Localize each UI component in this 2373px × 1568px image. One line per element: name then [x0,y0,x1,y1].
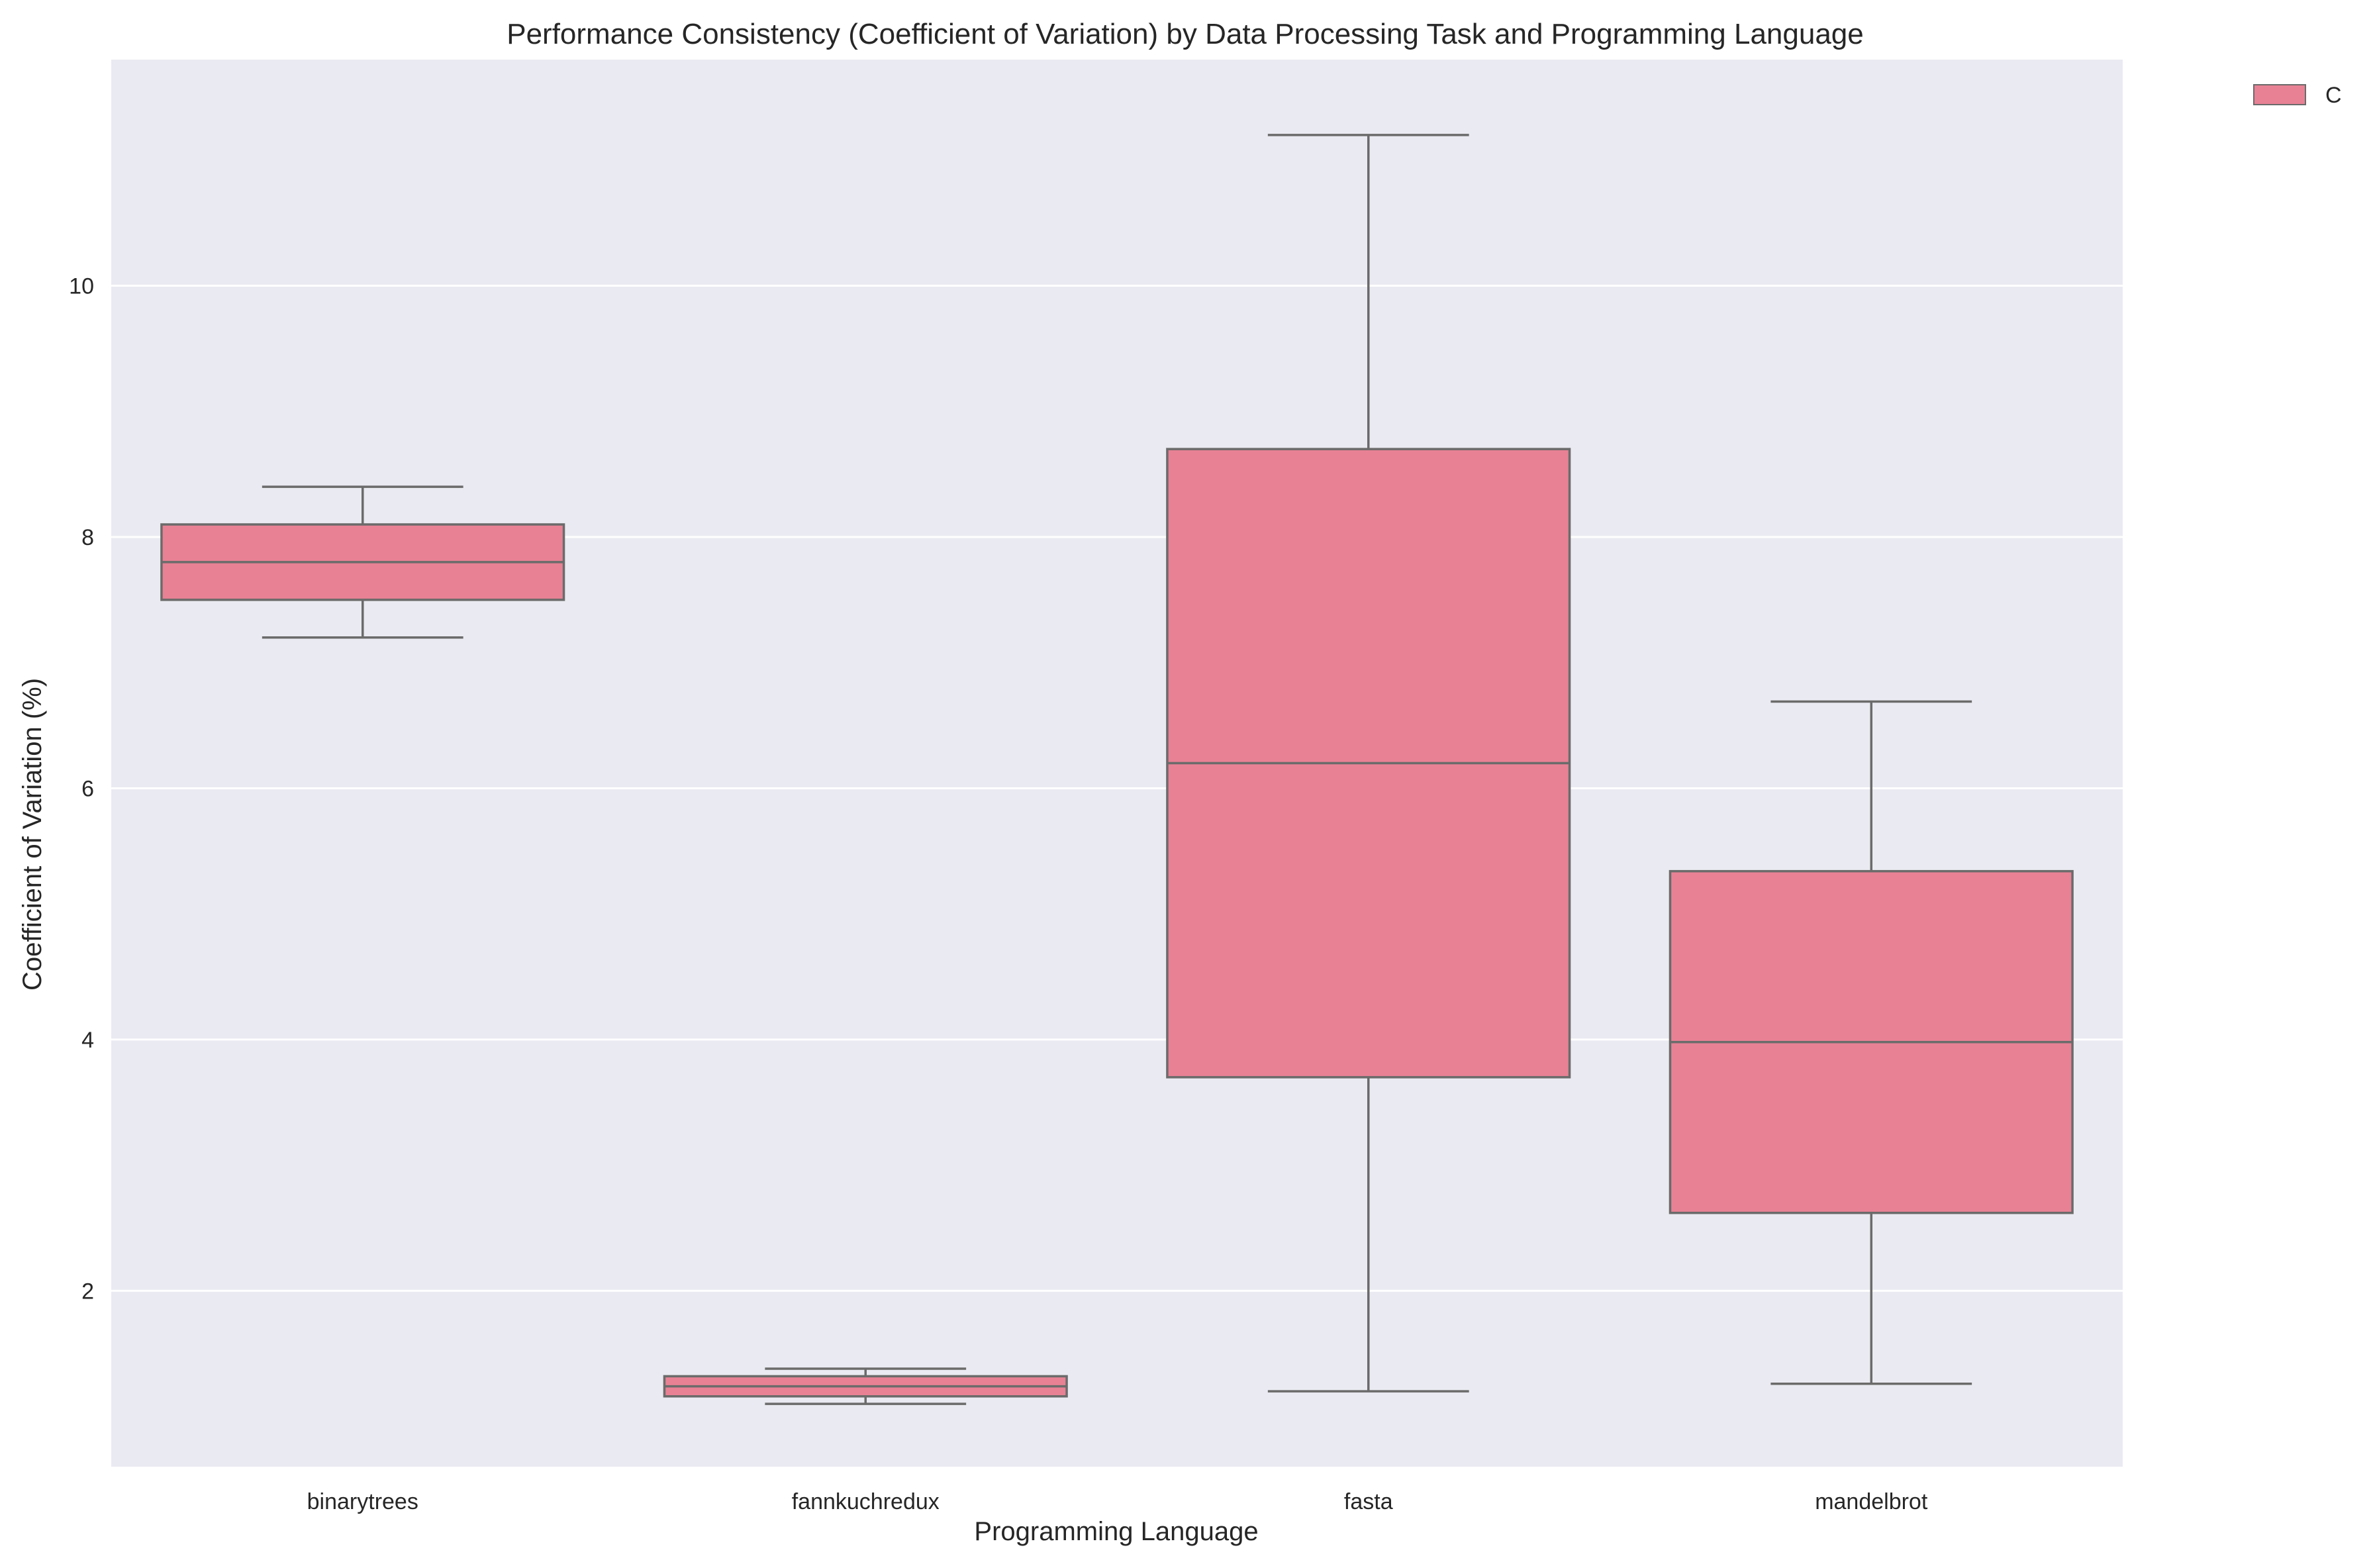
box-series [160,134,2074,1405]
x-tick-label: mandelbrot [1815,1489,1928,1514]
y-tick-label: 8 [81,525,94,550]
box-mandelbrot [1669,700,2074,1385]
box-fannkuchredux [663,1367,1068,1405]
legend-swatch [2253,84,2306,105]
y-tick-label: 6 [81,776,94,801]
box-binarytrees [160,485,565,639]
legend-label: C [2325,83,2342,108]
y-tick-label: 2 [81,1279,94,1304]
y-axis-ticks: 2 4 6 8 10 [69,274,94,1304]
box-fasta [1166,134,1571,1393]
legend: C [2253,83,2342,108]
chart-title: Performance Consistency (Coefficient of … [507,18,1864,50]
plot-area [111,60,2123,1467]
y-tick-label: 10 [69,274,94,299]
x-tick-label: binarytrees [307,1489,418,1514]
x-axis-label: Programming Language [974,1517,1258,1546]
y-axis-label: Coefficient of Variation (%) [18,678,47,991]
x-tick-label: fasta [1344,1489,1393,1514]
x-tick-label: fannkuchredux [792,1489,940,1514]
y-tick-label: 4 [81,1028,94,1053]
x-axis-ticks: binarytrees fannkuchredux fasta mandelbrot [307,1489,1928,1514]
